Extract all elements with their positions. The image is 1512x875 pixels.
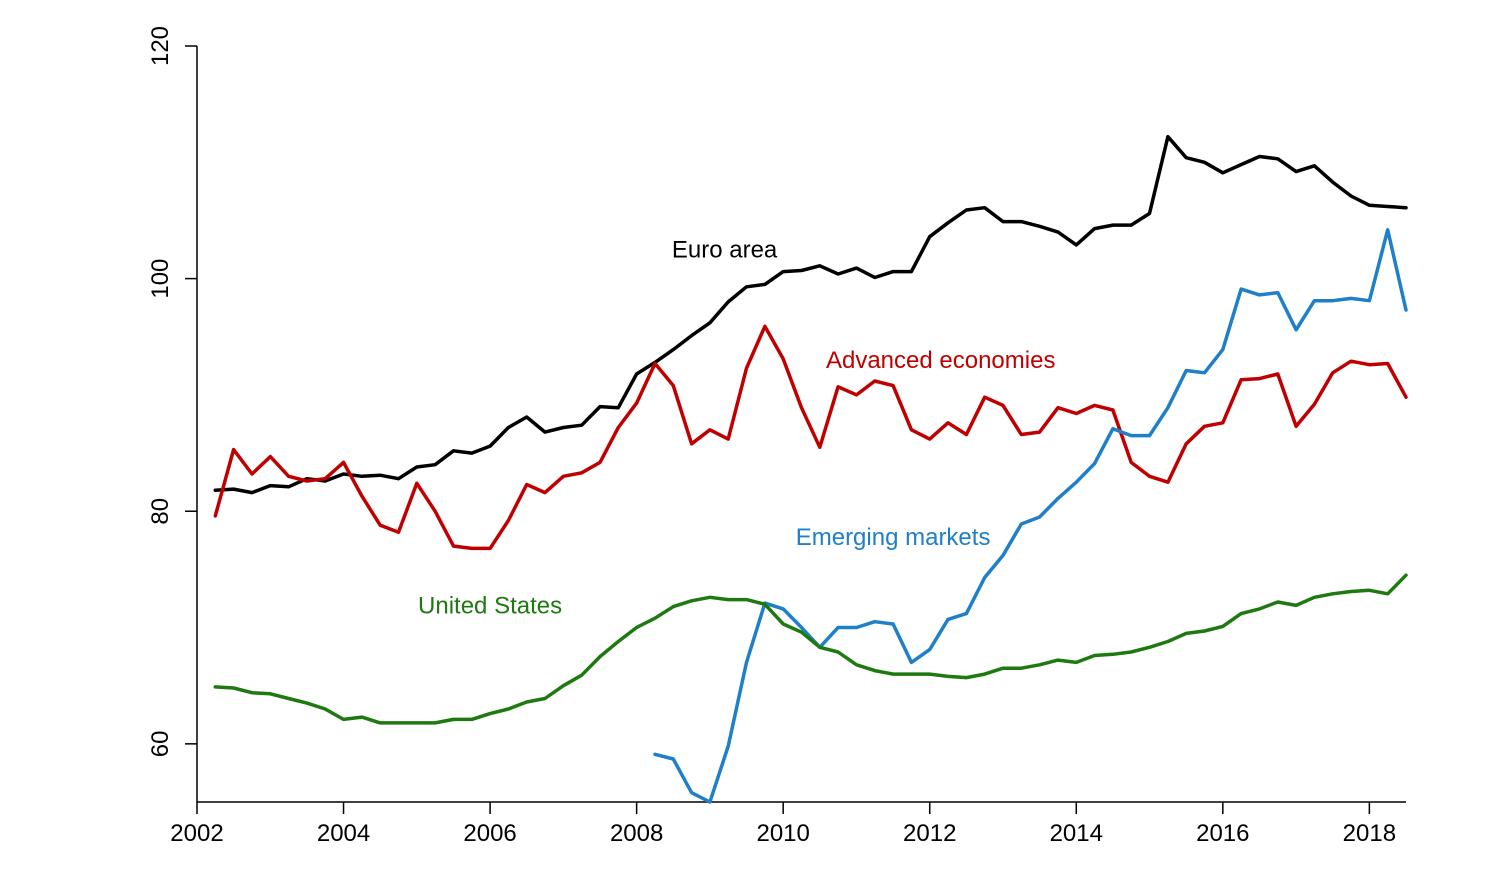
x-tick-label: 2012 <box>903 820 956 847</box>
series-line-united-states <box>213 573 1408 725</box>
x-tick-label: 2010 <box>756 820 809 847</box>
series-line-advanced-economies <box>213 324 1408 551</box>
series-label-euro-area: Euro area <box>672 237 778 264</box>
x-tick-label: 2016 <box>1196 820 1249 847</box>
x-tick-label: 2006 <box>463 820 516 847</box>
x-tick-label: 2018 <box>1343 820 1396 847</box>
series-line-euro-area <box>213 134 1408 495</box>
y-tick-label: 80 <box>147 498 174 525</box>
series-line-emerging-markets <box>653 228 1408 804</box>
y-tick-label: 120 <box>147 26 174 66</box>
series-label-advanced-economies: Advanced economies <box>826 347 1055 374</box>
y-tick-label: 60 <box>147 730 174 757</box>
annotation-layer: Euro area Advanced economies Emerging mark… <box>418 237 1055 620</box>
x-tick-label: 2014 <box>1050 820 1103 847</box>
x-tick-label: 2004 <box>317 820 370 847</box>
series-label-emerging-markets: Emerging markets <box>796 524 991 551</box>
y-tick-label: 100 <box>147 259 174 299</box>
series-label-united-states: United States <box>418 593 562 620</box>
x-tick-label: 2002 <box>170 820 223 847</box>
x-tick-label: 2008 <box>610 820 663 847</box>
series-layer <box>213 134 1408 804</box>
axes: 60 80 100 120 2002 2004 2006 2008 2010 2012 2014 20… <box>147 26 1406 847</box>
